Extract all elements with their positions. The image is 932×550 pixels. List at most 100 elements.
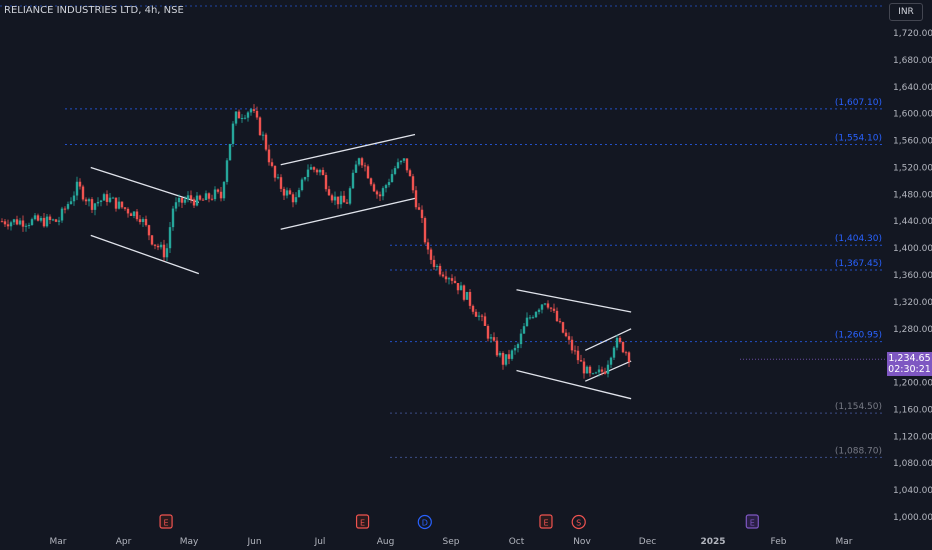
level-label: (1,404.30)	[835, 234, 882, 244]
candle-body	[105, 194, 109, 202]
candle-body	[627, 352, 631, 362]
candle-body	[597, 369, 601, 373]
x-tick-label: Dec	[639, 537, 656, 547]
candle-body	[339, 195, 343, 205]
candle-body	[450, 278, 454, 281]
candle-body	[582, 361, 586, 374]
candle-body	[219, 191, 223, 199]
candle-body	[366, 166, 370, 179]
candle-body	[81, 186, 85, 200]
event-marker-d	[417, 514, 432, 530]
candle-body	[606, 364, 610, 374]
candle-body	[54, 219, 58, 222]
symbol-title[interactable]: RELIANCE INDUSTRIES LTD, 4h, NSE	[4, 5, 184, 16]
candle-body	[453, 280, 457, 284]
candle-body	[189, 195, 193, 200]
candle-body	[408, 170, 412, 177]
y-tick-label: 1,640.00	[893, 83, 932, 93]
candle-body	[51, 219, 55, 221]
candle-body	[402, 158, 406, 161]
y-tick-label: 1,480.00	[893, 190, 932, 200]
candle-body	[330, 195, 334, 201]
y-tick-label: 1,280.00	[893, 325, 932, 335]
candle-body	[375, 191, 379, 195]
candle-body	[414, 190, 418, 208]
candle-body	[390, 174, 394, 183]
x-tick-label: Mar	[836, 537, 853, 547]
currency-button[interactable]: INR	[889, 3, 923, 21]
candle-body	[303, 177, 307, 180]
candle-body	[342, 195, 346, 203]
candle-body	[6, 224, 10, 227]
candle-body	[432, 259, 436, 267]
candle-body	[588, 366, 592, 374]
candle-body	[564, 332, 568, 337]
current-price-value: 1,234.65	[888, 353, 931, 364]
candle-body	[513, 348, 517, 351]
candle-body	[234, 111, 238, 124]
candle-body	[0, 221, 4, 223]
candle-body	[468, 291, 472, 306]
candle-body	[186, 195, 190, 200]
candle-body	[306, 169, 310, 178]
candle-body	[447, 278, 451, 280]
candle-body	[24, 225, 28, 227]
candle-body	[210, 198, 214, 200]
candle-body	[420, 209, 424, 219]
x-tick-label: May	[180, 537, 199, 547]
candle-body	[519, 333, 523, 345]
candlesticks	[0, 104, 631, 379]
price-axis[interactable]: 1,720.00 1,680.00 1,640.00 1,600.00 1,560.00…	[893, 29, 932, 523]
y-tick-label: 1,680.00	[893, 56, 932, 66]
candle-body	[129, 213, 133, 216]
candle-body	[273, 165, 277, 178]
candle-body	[75, 181, 79, 196]
event-marker-label: E	[360, 519, 365, 528]
candle-body	[144, 219, 148, 226]
candle-body	[372, 184, 376, 192]
candle-body	[78, 181, 82, 187]
candle-body	[240, 118, 244, 120]
candle-body	[324, 175, 328, 190]
candle-body	[537, 309, 541, 312]
candle-body	[396, 162, 400, 169]
candle-body	[456, 283, 460, 291]
candle-body	[522, 326, 526, 334]
candle-body	[291, 194, 295, 203]
candle-body	[399, 160, 403, 163]
candle-body	[117, 201, 121, 209]
x-tick-label: Jun	[246, 537, 261, 547]
candle-body	[162, 244, 166, 258]
level-label: (1,554.10)	[835, 134, 882, 144]
candle-body	[207, 193, 211, 199]
candle-body	[279, 177, 283, 189]
y-tick-label: 1,720.00	[893, 29, 932, 39]
candle-body	[138, 219, 142, 223]
candle-body	[387, 182, 391, 186]
candle-body	[504, 354, 508, 365]
candle-body	[222, 181, 226, 199]
candle-body	[135, 211, 139, 220]
candle-body	[318, 169, 322, 173]
candle-body	[552, 308, 556, 311]
candle-body	[213, 189, 217, 200]
candle-body	[585, 366, 589, 374]
candle-body	[615, 337, 619, 348]
candle-body	[294, 197, 298, 203]
candle-body	[600, 369, 604, 372]
candle-body	[609, 357, 613, 365]
candle-body	[621, 341, 625, 353]
candle-body	[168, 227, 172, 249]
event-marker-s	[571, 514, 586, 530]
candle-body	[549, 307, 553, 309]
candle-body	[573, 350, 577, 352]
candle-body	[201, 199, 205, 201]
trendline	[584, 328, 632, 351]
candle-body	[48, 216, 52, 220]
candle-body	[114, 197, 118, 209]
candle-body	[354, 164, 358, 173]
time-axis[interactable]: Mar Apr May Jun Jul Aug Sep Oct Nov Dec 2025 Feb Mar	[50, 537, 853, 547]
candle-body	[426, 242, 430, 250]
